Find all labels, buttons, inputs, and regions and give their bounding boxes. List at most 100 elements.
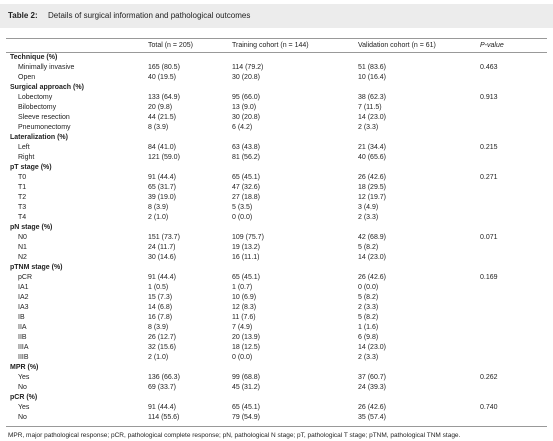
cell: 99 (68.8) <box>232 374 261 381</box>
cell: 3 (4.9) <box>358 204 379 211</box>
cell: 51 (83.6) <box>358 64 387 71</box>
row-label: IA1 <box>18 284 29 291</box>
cell: 65 (45.1) <box>232 174 261 181</box>
cell: 0 (0.0) <box>232 214 253 221</box>
cell: 42 (68.9) <box>358 234 387 241</box>
row-label: IIIB <box>18 354 29 361</box>
row-label: IIIA <box>18 344 29 351</box>
section-title: Technique (%) <box>10 54 58 61</box>
cell: 8 (3.9) <box>148 204 169 211</box>
row-label: Pneumonectomy <box>18 124 71 131</box>
section-title: pCR (%) <box>10 394 38 401</box>
cell: 18 (29.5) <box>358 184 387 191</box>
cell: 91 (44.4) <box>148 274 177 281</box>
cell: 45 (31.2) <box>232 384 261 391</box>
cell: 39 (19.0) <box>148 194 177 201</box>
cell: 13 (9.0) <box>232 104 257 111</box>
section-title: pT stage (%) <box>10 164 52 171</box>
cell: 14 (23.0) <box>358 344 387 351</box>
cell: 35 (57.4) <box>358 414 387 421</box>
cell: 47 (32.6) <box>232 184 261 191</box>
cell: 8 (3.9) <box>148 124 169 131</box>
cell: 1 (0.5) <box>148 284 169 291</box>
page: Table 2: Details of surgical information… <box>0 4 553 439</box>
row-label: IA3 <box>18 304 29 311</box>
cell: 24 (11.7) <box>148 244 176 251</box>
table-label: Table 2: <box>8 11 38 20</box>
cell: 1 (1.6) <box>358 324 379 331</box>
cell: 84 (41.0) <box>148 144 177 151</box>
row-label: IIB <box>18 334 27 341</box>
table-title: Details of surgical information and path… <box>48 11 251 20</box>
column-header: Training cohort (n = 144) <box>232 42 309 49</box>
cell: 38 (62.3) <box>358 94 387 101</box>
cell: 14 (23.0) <box>358 114 387 121</box>
cell: 27 (18.8) <box>232 194 261 201</box>
cell: 7 (11.5) <box>358 104 382 111</box>
section-title: Surgical approach (%) <box>10 84 84 91</box>
cell: 2 (1.0) <box>148 354 169 361</box>
cell: 32 (15.6) <box>148 344 177 351</box>
cell: 91 (44.4) <box>148 174 177 181</box>
cell: 6 (9.8) <box>358 334 379 341</box>
section-title: pTNM stage (%) <box>10 264 63 271</box>
cell: 10 (6.9) <box>232 294 257 301</box>
column-header: Total (n = 205) <box>148 42 193 49</box>
row-label: Open <box>18 74 36 81</box>
cell: 14 (6.8) <box>148 304 173 311</box>
cell: 24 (39.3) <box>358 384 387 391</box>
row-label: Yes <box>18 404 30 411</box>
cell: 26 (42.6) <box>358 274 387 281</box>
cell: 10 (16.4) <box>358 74 387 81</box>
row-label: Sleeve resection <box>18 114 70 121</box>
cell: 114 (79.2) <box>232 64 264 71</box>
column-header: Validation cohort (n = 61) <box>358 42 436 49</box>
cell: 16 (11.1) <box>232 254 260 261</box>
cell: 0.463 <box>480 64 498 71</box>
section-title: Lateralization (%) <box>10 134 68 141</box>
cell: 65 (45.1) <box>232 404 261 411</box>
cell: 12 (19.7) <box>358 194 387 201</box>
cell: 30 (20.8) <box>232 114 261 121</box>
cell: 11 (7.6) <box>232 314 256 321</box>
cell: 0.071 <box>480 234 498 241</box>
row-label: Minimally invasive <box>18 64 75 71</box>
cell: 2 (3.3) <box>358 214 379 221</box>
cell: 0.913 <box>480 94 498 101</box>
cell: 18 (12.5) <box>232 344 261 351</box>
cell: 0.169 <box>480 274 498 281</box>
cell: 0.215 <box>480 144 498 151</box>
row-label: T1 <box>18 184 27 191</box>
cell: 165 (80.5) <box>148 64 180 71</box>
cell: 20 (13.9) <box>232 334 261 341</box>
cell: 2 (3.3) <box>358 354 379 361</box>
section-title: MPR (%) <box>10 364 39 371</box>
body-rule <box>6 52 547 53</box>
cell: 133 (64.9) <box>148 94 180 101</box>
cell: 26 (42.6) <box>358 404 387 411</box>
cell: 109 (75.7) <box>232 234 264 241</box>
cell: 2 (1.0) <box>148 214 169 221</box>
cell: 26 (42.6) <box>358 174 387 181</box>
row-label: IA2 <box>18 294 29 301</box>
cell: 65 (45.1) <box>232 274 261 281</box>
row-label: Yes <box>18 374 30 381</box>
cell: 12 (8.3) <box>232 304 257 311</box>
cell: 14 (23.0) <box>358 254 387 261</box>
row-label: N2 <box>18 254 27 261</box>
row-label: T3 <box>18 204 27 211</box>
header-rule <box>6 38 547 39</box>
row-label: No <box>18 384 27 391</box>
cell: 20 (9.8) <box>148 104 173 111</box>
cell: 1 (0.7) <box>232 284 253 291</box>
cell: 5 (8.2) <box>358 314 379 321</box>
row-label: N1 <box>18 244 27 251</box>
cell: 79 (54.9) <box>232 414 261 421</box>
column-header: P-value <box>480 42 504 49</box>
cell: 2 (3.3) <box>358 124 379 131</box>
row-label: N0 <box>18 234 27 241</box>
cell: 21 (34.4) <box>358 144 387 151</box>
cell: 65 (31.7) <box>148 184 177 191</box>
cell: 0.262 <box>480 374 498 381</box>
row-label: Bilobectomy <box>18 104 57 111</box>
